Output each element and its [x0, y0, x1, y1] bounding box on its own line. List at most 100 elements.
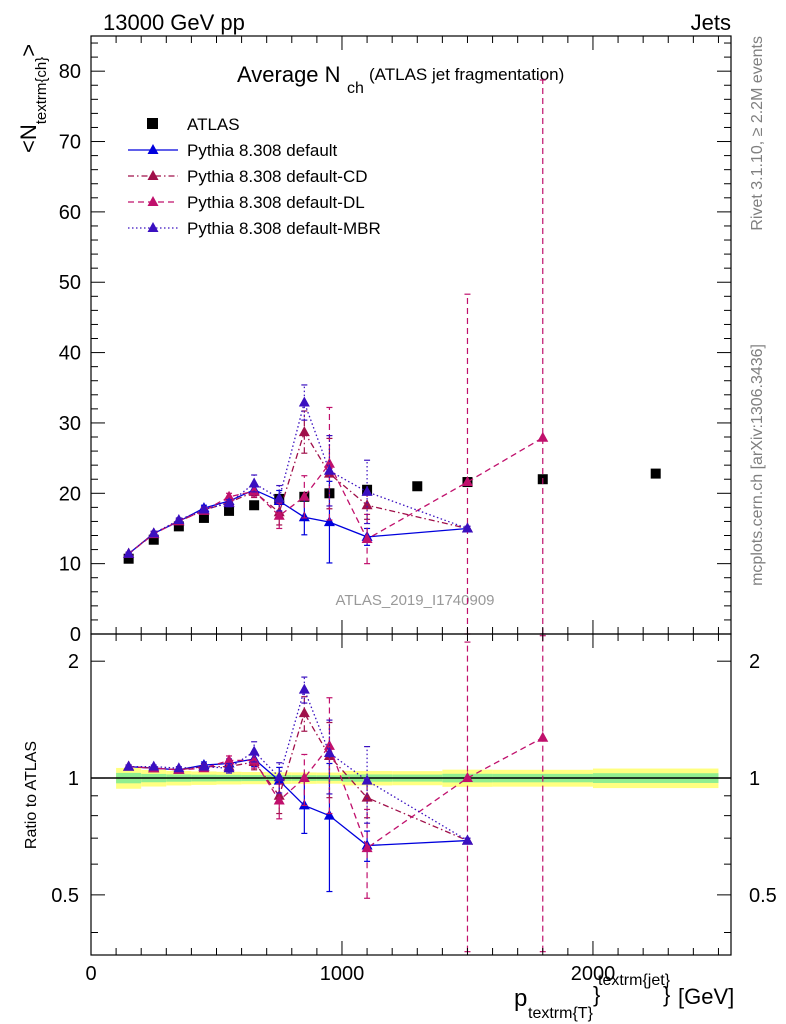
- data-point: [298, 426, 310, 437]
- rivet-label: Rivet 3.1.10, ≥ 2.2M events: [749, 36, 766, 231]
- ratio-point: [361, 774, 373, 785]
- ratio-point: [123, 760, 135, 771]
- lower-frame: [90, 633, 732, 956]
- ratio-point: [248, 745, 260, 756]
- legend-label: ATLAS: [187, 115, 240, 134]
- data-point: [323, 457, 335, 468]
- chart-title: Average N: [237, 62, 341, 87]
- ratio-series-2: [123, 635, 549, 953]
- legend-marker: [147, 196, 159, 206]
- legend-marker: [147, 222, 159, 232]
- analysis-watermark: ATLAS_2019_I1740909: [335, 592, 494, 609]
- data-point: [461, 522, 473, 533]
- data-point: [298, 396, 310, 407]
- ratio-point: [361, 842, 373, 853]
- header-left: 13000 GeV pp: [103, 10, 245, 35]
- data-point: [361, 499, 373, 510]
- data-point: [123, 547, 135, 558]
- chart-title-suffix: (ATLAS jet fragmentation): [369, 65, 564, 84]
- legend-marker: [147, 144, 159, 154]
- lower-y-tick-label-right: 0.5: [749, 885, 777, 907]
- ratio-point: [323, 747, 335, 758]
- upper-ylabel-main: <N: [16, 124, 41, 153]
- data-point: [323, 516, 335, 527]
- upper-y-tick-label: 10: [59, 554, 81, 576]
- data-point: [123, 553, 134, 564]
- xlabel-sub: textrm{T}: [528, 1005, 594, 1022]
- legend: ATLAS Pythia 8.308 default Pythia 8.308 de…: [128, 115, 381, 238]
- series-line: [128, 430, 468, 555]
- ratio-point: [223, 762, 235, 773]
- ratio-point: [298, 683, 310, 694]
- legend-label: Pythia 8.308 default-DL: [187, 193, 365, 212]
- lower-y-tick-label: 1: [68, 768, 79, 790]
- xlabel-sup: textrm{jet}: [598, 972, 671, 989]
- ratio-line: [128, 737, 544, 850]
- data-point: [148, 534, 159, 545]
- upper-y-tick-label: 70: [59, 132, 81, 154]
- lower-y-tick-label-right: 2: [749, 651, 760, 673]
- chart-title-sub: ch: [347, 80, 364, 97]
- legend-marker: [147, 118, 158, 129]
- series-4: [123, 384, 473, 558]
- ratio-point: [323, 809, 335, 820]
- series-line: [128, 400, 468, 555]
- data-point: [361, 533, 373, 544]
- lower-y-tick-label: 2: [68, 651, 79, 673]
- data-point: [273, 492, 285, 503]
- ratio-point: [173, 762, 185, 773]
- xlabel-main: p: [514, 985, 527, 1012]
- ratio-point: [461, 772, 473, 783]
- svg-text:<Ntextrm{ch}>: <Ntextrm{ch}>: [16, 44, 50, 153]
- lower-y-tick-label-right: 1: [749, 768, 760, 790]
- x-tick-label: 1000: [320, 963, 365, 985]
- lower-y-tick-label: 0.5: [51, 885, 79, 907]
- mcplots-label: mcplots.cern.ch [arXiv:1306.3436]: [749, 344, 766, 586]
- xlabel-brace-open: }: [593, 982, 600, 1007]
- data-point: [461, 476, 473, 487]
- header-right: Jets: [691, 10, 731, 35]
- xlabel-brace-close: }: [663, 982, 670, 1007]
- data-point: [650, 468, 661, 479]
- data-point: [361, 485, 373, 496]
- series-3: [123, 79, 549, 635]
- legend-marker: [147, 170, 159, 180]
- data-point: [198, 503, 210, 514]
- ratio-point: [298, 707, 310, 718]
- lower-ylabel: Ratio to ATLAS: [23, 741, 40, 849]
- upper-ylabel: <Ntextrm{ch}>: [16, 44, 50, 153]
- lower-panel: 0.5 0.5 1 1 2 2 0 1000 2000: [51, 633, 777, 985]
- ratio-series-3: [123, 676, 473, 845]
- data-point: [248, 477, 260, 488]
- ratio-point: [273, 771, 285, 782]
- upper-y-tick-label: 60: [59, 202, 81, 224]
- upper-ylabel-end: >: [16, 44, 41, 57]
- upper-y-tick-label: 50: [59, 272, 81, 294]
- data-point: [298, 490, 310, 501]
- ratio-point: [273, 794, 285, 805]
- upper-y-tick-label: 0: [70, 624, 81, 646]
- data-point: [223, 490, 235, 501]
- data-point: [273, 509, 285, 520]
- x-tick-label: 2000: [571, 963, 616, 985]
- upper-y-tick-label: 20: [59, 483, 81, 505]
- data-point: [248, 485, 260, 496]
- upper-y-tick-label: 40: [59, 343, 81, 365]
- data-point: [537, 431, 549, 442]
- upper-ylabel-sub: textrm{ch}: [33, 57, 50, 125]
- upper-y-tick-label: 30: [59, 413, 81, 435]
- series-0: [123, 468, 661, 564]
- xlabel-unit: [GeV]: [678, 984, 734, 1009]
- ratio-point: [361, 791, 373, 802]
- ratio-point: [148, 760, 160, 771]
- data-point: [224, 505, 235, 516]
- chart-title-main: Average N: [237, 62, 341, 87]
- data-point: [223, 497, 235, 508]
- legend-label: Pythia 8.308 default: [187, 141, 338, 160]
- ratio-point: [223, 754, 235, 765]
- x-tick-label: 0: [85, 963, 96, 985]
- legend-label: Pythia 8.308 default-CD: [187, 167, 368, 186]
- ratio-point: [461, 834, 473, 845]
- upper-y-tick-label: 80: [59, 61, 81, 83]
